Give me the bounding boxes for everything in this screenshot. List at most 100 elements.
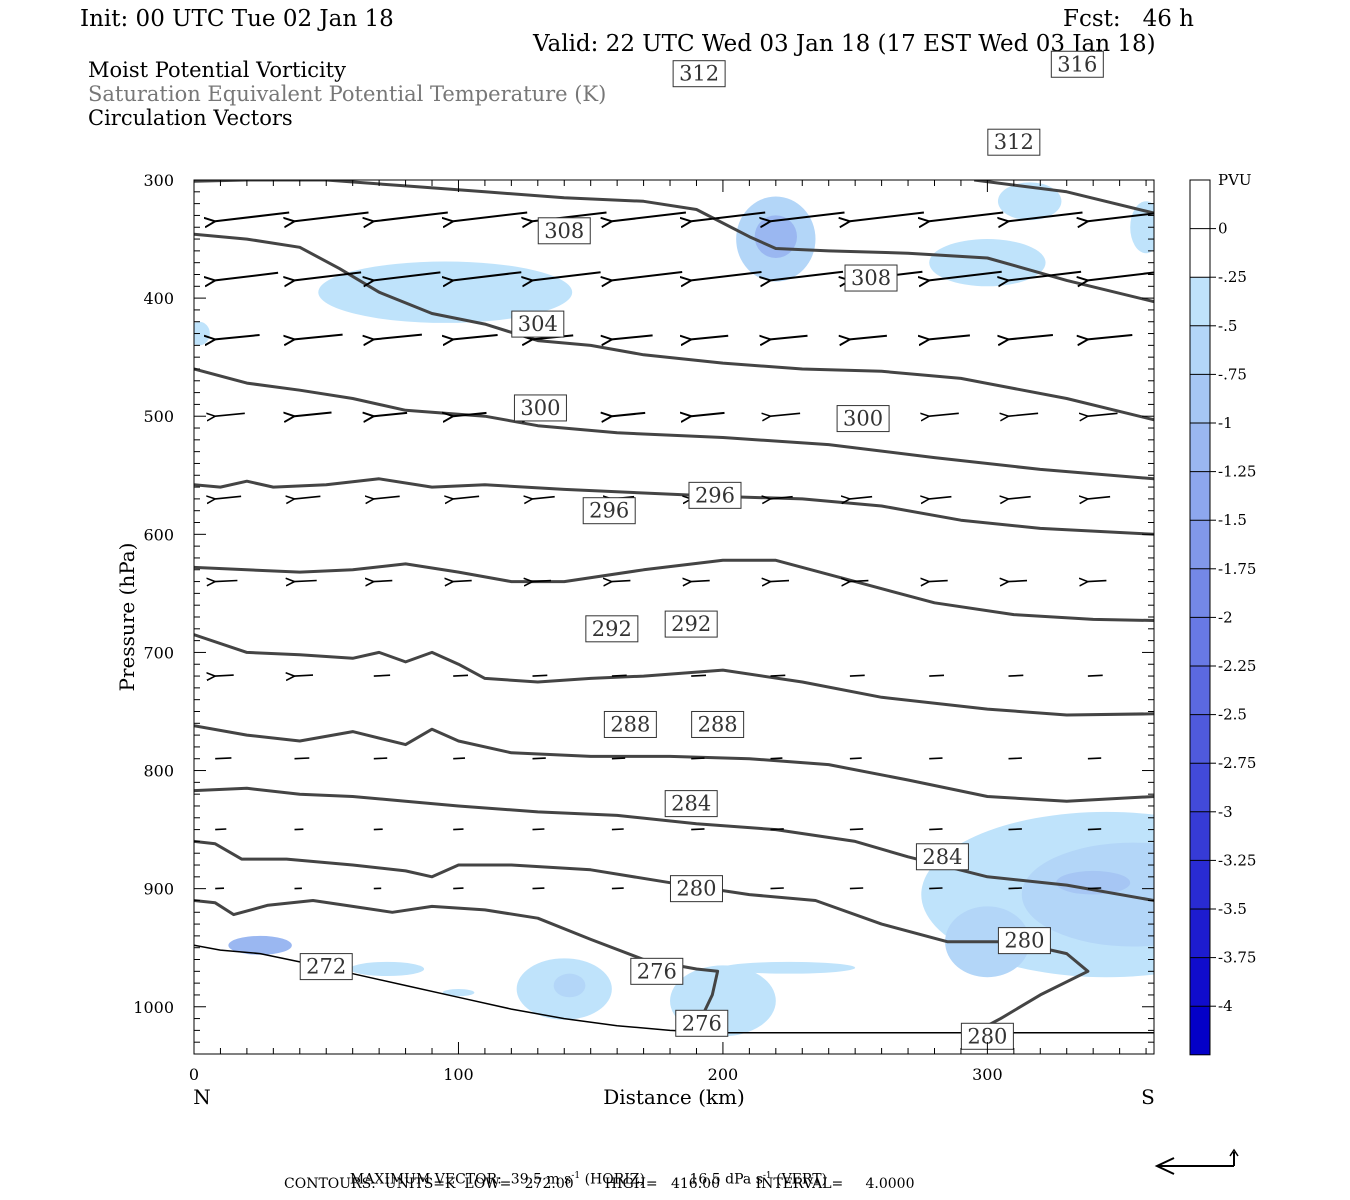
contour-label-box bbox=[844, 264, 898, 292]
circulation-vector bbox=[691, 334, 729, 340]
y-tick-label: 900 bbox=[143, 880, 174, 899]
colorbar: PVU 0 -.25 -.5 -.75 -1 -1.25 -1.5 -1.75 -2 -2.25 -2… bbox=[1189, 171, 1256, 1056]
circulation-vector bbox=[691, 757, 705, 760]
circulation-vector bbox=[611, 757, 626, 760]
valid-time: Valid: 22 UTC Wed 03 Jan 18 (17 EST Wed … bbox=[533, 31, 1156, 57]
colorbar-label: -.5 bbox=[1218, 317, 1237, 335]
contour-label-288: 288 bbox=[691, 710, 745, 738]
circulation-vector bbox=[1088, 212, 1154, 222]
circulation-vector bbox=[771, 413, 801, 416]
max-vert-value: 16.5 dPa s bbox=[689, 1171, 763, 1188]
circulation-vector bbox=[1008, 674, 1024, 677]
circulation-vector bbox=[532, 828, 545, 831]
colorbar-unit-label: PVU bbox=[1218, 171, 1252, 189]
circulation-vector bbox=[453, 334, 498, 339]
circulation-vector bbox=[295, 211, 369, 222]
circulation-vector bbox=[1009, 211, 1083, 222]
pv-region-17 bbox=[442, 989, 475, 997]
contour-label-box bbox=[997, 927, 1051, 955]
field-title-vectors: Circulation Vectors bbox=[88, 106, 293, 130]
contour-label-box bbox=[669, 875, 723, 903]
y-tick-label: 600 bbox=[143, 525, 174, 544]
circulation-vector bbox=[373, 674, 391, 677]
circulation-vector bbox=[295, 333, 343, 340]
circulation-vector bbox=[929, 828, 943, 831]
circulation-vector bbox=[849, 757, 862, 760]
circulation-vector bbox=[453, 211, 528, 222]
colorbar-label: -1.25 bbox=[1218, 463, 1256, 481]
pv-region-9 bbox=[1056, 870, 1131, 895]
circulation-vector bbox=[374, 333, 422, 340]
circulation-vector bbox=[929, 334, 970, 339]
circulation-vector bbox=[533, 581, 552, 582]
contour-line-316 bbox=[974, 180, 1154, 215]
colorbar-label: -3 bbox=[1218, 803, 1233, 821]
circulation-vector bbox=[771, 270, 844, 281]
circulation-vector bbox=[929, 270, 1002, 281]
y-axis-title: Pressure (hPa) bbox=[115, 543, 139, 692]
contour-info-line: CONTOURS: UNITS=K LOW= 272.00 HIGH= 416.… bbox=[284, 1176, 915, 1192]
circulation-vector bbox=[215, 211, 290, 222]
circulation-vector bbox=[532, 887, 545, 890]
contour-label-312: 312 bbox=[987, 128, 1041, 156]
circulation-vector bbox=[850, 211, 925, 222]
contour-label-text: 288 bbox=[610, 712, 650, 736]
circulation-vector bbox=[1088, 334, 1133, 339]
contour-label-text: 272 bbox=[306, 955, 346, 979]
contour-line-308 bbox=[194, 232, 1154, 422]
contour-label-box bbox=[675, 1009, 729, 1037]
circulation-vector bbox=[1008, 757, 1022, 760]
circulation-vector bbox=[691, 828, 705, 831]
circulation-vector bbox=[691, 413, 725, 416]
circulation-vector bbox=[1087, 887, 1102, 890]
circulation-vector-layer bbox=[215, 211, 1154, 890]
contour-label-box bbox=[1050, 50, 1104, 78]
circulation-vector bbox=[1009, 334, 1053, 339]
circulation-vector bbox=[691, 674, 707, 677]
colorbar-label: -3.75 bbox=[1218, 949, 1256, 967]
circulation-vector bbox=[1087, 674, 1103, 677]
circulation-vector bbox=[771, 581, 790, 582]
colorbar-cell bbox=[1190, 228, 1210, 278]
circulation-vector bbox=[294, 757, 310, 760]
circulation-vector bbox=[215, 496, 242, 499]
circulation-vector bbox=[849, 828, 864, 831]
circulation-vector bbox=[532, 674, 548, 677]
circulation-vector bbox=[453, 413, 487, 416]
contour-label-292: 292 bbox=[664, 610, 718, 638]
colorbar-cell bbox=[1190, 811, 1210, 861]
circulation-vector bbox=[295, 496, 321, 499]
circulation-vector bbox=[374, 581, 393, 582]
contour-line-276 bbox=[194, 899, 724, 1024]
max-horiz-value: 39.5 m s bbox=[510, 1171, 572, 1188]
colorbar-cell bbox=[1190, 180, 1210, 229]
contour-line-272 bbox=[194, 944, 1154, 1034]
circulation-vector bbox=[850, 581, 869, 582]
colorbar-cell bbox=[1190, 374, 1210, 423]
contour-label-layer: 272 276 276 280 280 280 284 284 288 288 292 292 296 2… bbox=[299, 50, 1104, 1050]
circulation-vector bbox=[691, 581, 710, 582]
circulation-vector bbox=[929, 887, 943, 890]
contour-label-box bbox=[299, 953, 353, 981]
reference-vector-icon bbox=[1154, 1148, 1239, 1175]
colorbar-cell bbox=[1190, 325, 1210, 375]
contour-label-box bbox=[691, 710, 745, 738]
circulation-vector bbox=[215, 413, 245, 416]
circulation-vector bbox=[929, 211, 1004, 222]
contour-label-284: 284 bbox=[915, 843, 969, 871]
pv-region-4 bbox=[997, 182, 1062, 221]
pv-region-14 bbox=[553, 973, 586, 998]
circulation-vector bbox=[929, 497, 952, 499]
circulation-vector bbox=[1009, 270, 1082, 281]
y-tick-label: 700 bbox=[143, 643, 174, 662]
circulation-vector bbox=[215, 271, 279, 281]
circulation-vector bbox=[295, 675, 314, 676]
colorbar-label: -.25 bbox=[1218, 268, 1247, 286]
circulation-vector bbox=[770, 828, 784, 831]
contour-label-box bbox=[987, 128, 1041, 156]
circulation-vector bbox=[612, 413, 646, 416]
circulation-vector bbox=[611, 674, 627, 677]
colorbar-label: -3.25 bbox=[1218, 851, 1256, 869]
contour-label-box bbox=[688, 481, 742, 509]
contour-label-text: 308 bbox=[851, 266, 891, 290]
